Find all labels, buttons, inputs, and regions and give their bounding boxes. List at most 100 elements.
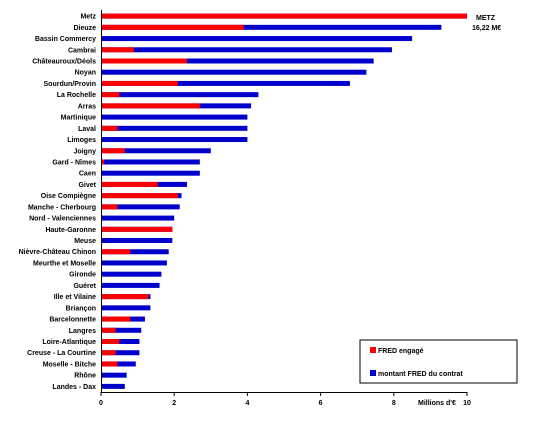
category-label: Meuse	[74, 238, 96, 245]
category-label: Rhône	[74, 373, 96, 380]
category-label: Nord - Valenciennes	[29, 216, 96, 223]
bar-contrat	[101, 372, 127, 378]
bar-contrat	[101, 159, 200, 165]
bar-contrat	[101, 69, 367, 75]
bar-engage	[101, 13, 467, 19]
category-label: Langres	[69, 328, 96, 335]
bar-engage	[101, 148, 125, 154]
bar-contrat	[101, 282, 160, 288]
bar-contrat	[101, 215, 175, 221]
bar-contrat	[101, 339, 140, 345]
bar-engage	[101, 226, 173, 232]
bar-engage	[101, 159, 104, 165]
bar-contrat	[101, 137, 248, 143]
bar-contrat	[101, 36, 413, 42]
bar-engage	[101, 316, 131, 322]
bar-contrat	[101, 238, 173, 244]
legend-swatch-contrat	[370, 370, 376, 376]
category-labels: Metz Dieuze Bassin Commercy Cambrai Châteaur…	[19, 14, 97, 391]
bar-contrat	[101, 305, 151, 311]
category-label: Manche - Cherbourg	[28, 204, 96, 211]
bar-contrat	[101, 80, 350, 86]
x-tick-label: 6	[319, 400, 323, 407]
category-label: Martinique	[61, 115, 96, 122]
category-label: Arras	[78, 103, 96, 110]
category-label: Caen	[79, 171, 96, 178]
bar-contrat	[101, 148, 211, 154]
x-tick-label: 4	[245, 400, 249, 407]
legend: FRED engagé montant FRED du contrat	[359, 339, 518, 384]
category-label: Châteauroux/Déols	[32, 58, 96, 65]
category-label: Bassin Commercy	[35, 36, 96, 43]
category-label: Guéret	[73, 283, 96, 290]
bar-engage	[101, 125, 118, 131]
bar-engage	[101, 193, 178, 199]
bar-engage	[101, 249, 131, 255]
category-label: Metz	[80, 14, 96, 21]
bar-engage	[101, 339, 120, 345]
bar-engage	[101, 361, 118, 367]
bar-contrat	[101, 92, 259, 98]
bar-contrat	[101, 58, 374, 64]
bar-engage	[101, 103, 200, 109]
bar-engage	[101, 80, 178, 86]
bar-contrat	[101, 204, 180, 210]
category-label: Meurthe et Moselle	[33, 260, 96, 267]
category-label: Landes - Dax	[52, 384, 96, 391]
bar-contrat	[101, 361, 136, 367]
bar-contrat	[101, 271, 162, 277]
category-label: Laval	[78, 126, 96, 133]
category-label: Joigny	[73, 148, 96, 155]
bar-engage	[101, 24, 244, 30]
category-label: Oise Compiègne	[41, 193, 96, 200]
category-label: Loire-Atlantique	[42, 339, 96, 346]
legend-label-engage: FRED engagé	[378, 348, 424, 355]
category-label: Moselle - Bitche	[43, 361, 96, 368]
category-label: Limoges	[67, 137, 96, 144]
bar-contrat	[101, 47, 392, 53]
bar-contrat	[101, 260, 167, 266]
bar-engage	[101, 204, 118, 210]
x-tick-label: 0	[99, 400, 103, 407]
category-label: Noyan	[75, 70, 96, 77]
category-label: Cambrai	[68, 47, 96, 54]
legend-label-contrat: montant FRED du contrat	[378, 371, 463, 378]
category-label: La Rochelle	[57, 92, 96, 99]
bar-engage	[101, 350, 116, 356]
bars-group	[101, 13, 467, 389]
x-tick-label: 2	[172, 400, 176, 407]
category-label: Gard - Nîmes	[52, 159, 96, 166]
x-axis-ticks: 0 2 4 6 8 10	[99, 392, 471, 407]
annotation-line-1: METZ	[476, 15, 496, 22]
category-label: Haute-Garonne	[45, 227, 96, 234]
bar-contrat	[101, 327, 142, 333]
legend-swatch-engage	[370, 347, 376, 353]
x-tick-label: 10	[463, 400, 471, 407]
x-axis-label: Millions d'€	[418, 400, 456, 407]
bar-contrat	[101, 114, 248, 120]
category-label: Nièvre-Château Chinon	[19, 249, 96, 256]
bar-engage	[101, 327, 116, 333]
bar-engage	[101, 181, 158, 187]
bar-contrat	[101, 24, 442, 30]
bar-contrat	[101, 350, 140, 356]
bar-contrat	[101, 170, 200, 176]
x-tick-label: 8	[392, 400, 396, 407]
bar-contrat	[101, 383, 125, 389]
bar-contrat	[101, 249, 169, 255]
category-label: Creuse - La Courtine	[27, 350, 96, 357]
legend-box	[359, 339, 518, 384]
category-label: Dieuze	[73, 25, 96, 32]
category-label: Givet	[78, 182, 96, 189]
category-label: Briançon	[66, 305, 96, 312]
category-label: Barcelonnette	[49, 317, 96, 324]
category-label: Sourdun/Provin	[44, 81, 97, 88]
bar-contrat	[101, 125, 248, 131]
category-label: Ille et Vilaine	[54, 294, 96, 301]
bar-engage	[101, 47, 134, 53]
annotation-line-2: 16,22 M€	[472, 25, 501, 32]
bar-engage	[101, 294, 149, 300]
bar-engage	[101, 58, 188, 64]
bar-engage	[101, 92, 120, 98]
